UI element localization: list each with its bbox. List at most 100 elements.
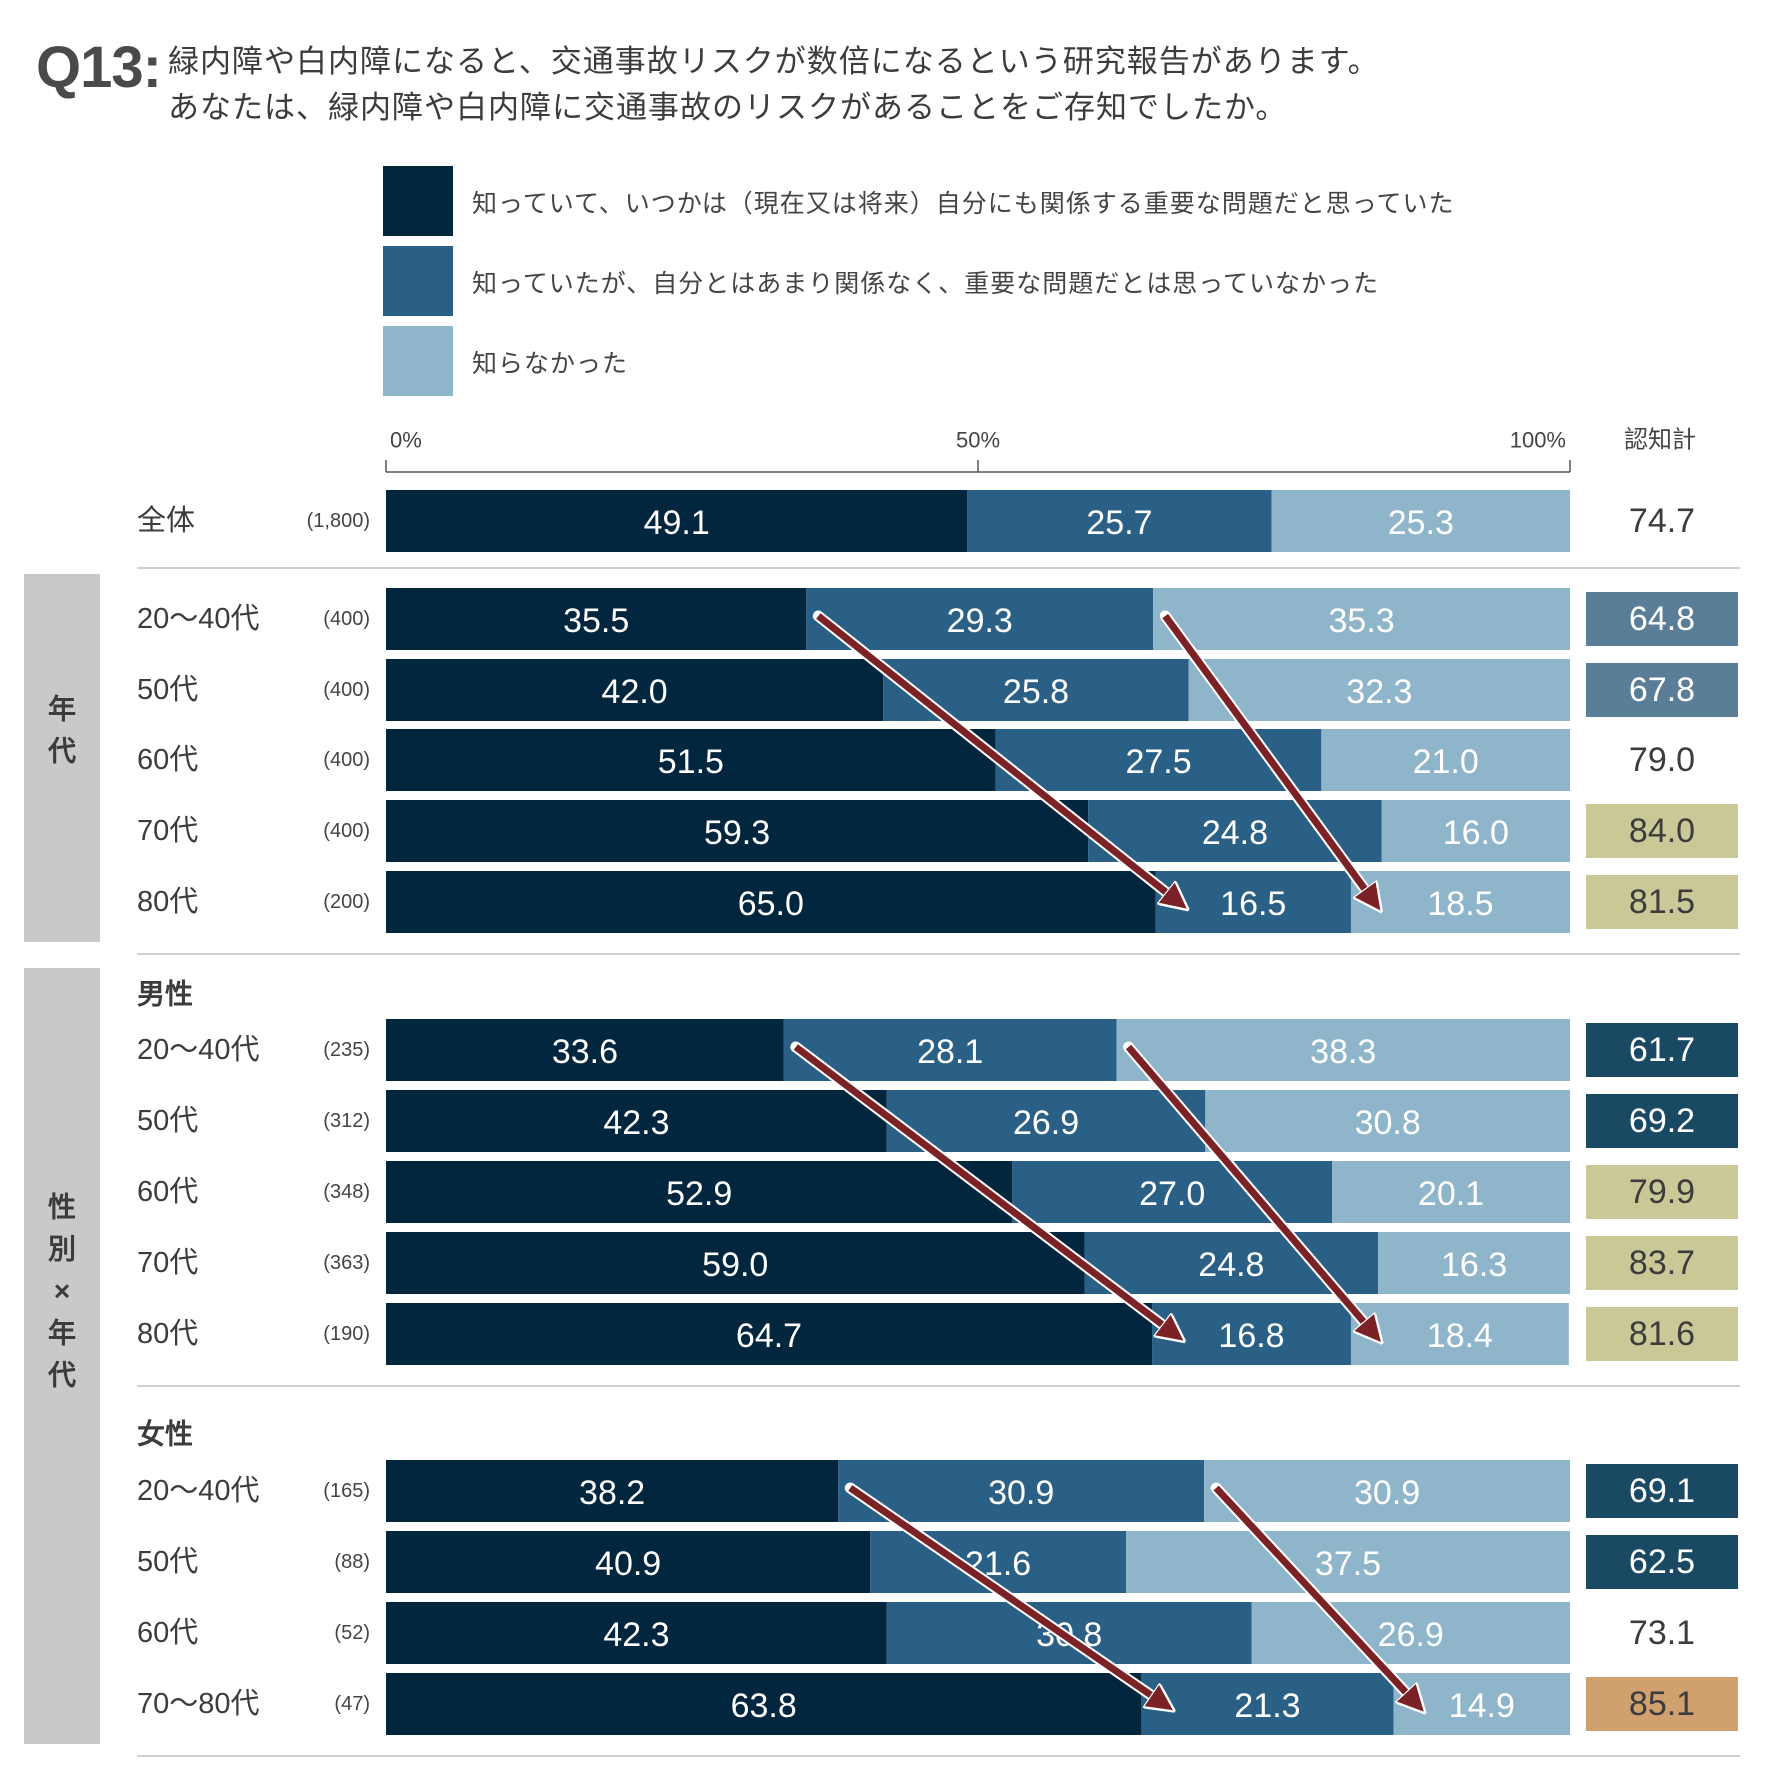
axis-tick-label: 50% [956,428,1000,453]
row-label: 20～40代 [137,1034,260,1066]
row-label: 60代 [137,1176,198,1208]
trend-arrow [1125,1044,1375,1335]
row-label: 60代 [137,1617,198,1649]
bar-value-label: 32.3 [1346,673,1412,711]
total-badge [1586,663,1738,717]
total-value: 79.0 [1629,741,1695,779]
bar-value-label: 21.3 [1234,1687,1300,1725]
bar-value-label: 14.9 [1449,1687,1515,1725]
row-label: 70代 [137,815,198,847]
group-band-label: 年 [48,1317,76,1349]
bar-value-label: 64.7 [736,1317,802,1355]
bar-segment [386,588,807,650]
bar-segment [1153,588,1570,650]
row-sample-size: (400) [323,820,370,842]
total-value: 83.7 [1629,1244,1695,1282]
trend-arrow [793,1044,1176,1335]
total-value: 64.8 [1629,600,1695,638]
row-label: 80代 [137,1318,198,1350]
question-number: Q13: [36,35,162,100]
row-label: 80代 [137,886,198,918]
bar-value-label: 26.9 [1013,1104,1079,1142]
total-badge [1586,1023,1738,1077]
total-badge [1586,1094,1738,1148]
bar-segment [386,659,884,721]
row-sample-size: (235) [323,1039,370,1061]
bar-value-label: 28.1 [917,1033,983,1071]
bar-value-label: 49.1 [644,504,710,542]
row-sample-size: (190) [323,1323,370,1345]
trend-arrow [1213,1485,1417,1705]
bar-value-label: 63.8 [731,1687,797,1725]
trend-arrow [1162,613,1375,903]
total-value: 62.5 [1629,1543,1695,1581]
bar-value-label: 42.3 [603,1616,669,1654]
total-value: 74.7 [1629,502,1695,540]
bar-segment [1350,1303,1569,1365]
bar-segment [1332,1161,1570,1223]
total-badge [1586,1236,1738,1290]
row-label: 50代 [137,1105,198,1137]
bar-value-label: 35.5 [563,602,629,640]
bar-value-label: 16.8 [1218,1317,1284,1355]
bar-value-label: 33.6 [552,1033,618,1071]
row-label: 20～40代 [137,603,260,635]
total-value: 69.1 [1629,1472,1695,1510]
bar-value-label: 52.9 [666,1175,732,1213]
row-sample-size: (400) [323,679,370,701]
trend-arrow [848,1485,1165,1705]
total-value: 84.0 [1629,812,1695,850]
row-sample-size: (47) [334,1693,370,1715]
group-subheader: 女性 [137,1418,193,1450]
bar-value-label: 29.3 [947,602,1013,640]
axis-tick-label: 100% [1510,428,1566,453]
row-label: 全体 [137,504,195,537]
total-value: 85.1 [1629,1685,1695,1723]
bar-value-label: 59.3 [704,814,770,852]
total-value: 81.5 [1629,883,1695,921]
bar-segment [1012,1161,1333,1223]
total-badge [1586,804,1738,858]
bar-segment [386,1303,1153,1365]
bar-segment [1271,490,1570,552]
bar-value-label: 38.2 [579,1474,645,1512]
total-badge [1586,1464,1738,1518]
group-band-label: 性 [48,1192,76,1223]
bar-segment [1321,729,1570,791]
bar-segment [386,729,996,791]
row-label: 60代 [137,744,198,776]
row-sample-size: (363) [323,1252,370,1274]
axis-tick-label: 0% [390,428,422,453]
row-label: 50代 [137,674,198,706]
group-band-label: 別 [48,1234,76,1265]
bar-value-label: 24.8 [1198,1246,1264,1284]
total-column-header: 認知計 [1624,427,1696,454]
total-value: 61.7 [1629,1031,1695,1069]
bar-value-label: 30.9 [988,1474,1054,1512]
bar-segment [386,1602,887,1664]
bar-value-label: 27.0 [1139,1175,1205,1213]
total-value: 79.9 [1629,1173,1695,1211]
bar-value-label: 59.0 [702,1246,768,1284]
total-badge [1586,1165,1738,1219]
total-value: 69.2 [1629,1102,1695,1140]
group-band-label: 代 [47,1360,76,1391]
bar-value-label: 24.8 [1202,814,1268,852]
row-label: 20～40代 [137,1475,260,1507]
row-sample-size: (165) [323,1480,370,1502]
bar-segment [870,1531,1126,1593]
bar-value-label: 16.0 [1443,814,1509,852]
total-value: 81.6 [1629,1315,1695,1353]
row-label: 70代 [137,1247,198,1279]
bar-value-label: 40.9 [595,1545,661,1583]
bar-value-label: 42.0 [602,673,668,711]
bar-segment [1378,1232,1570,1294]
question-text-line-1: 緑内障や白内障になると、交通事故リスクが数倍になるという研究報告があります。 [168,44,1380,80]
row-sample-size: (1,800) [307,510,370,532]
bar-value-label: 27.5 [1125,743,1191,781]
row-sample-size: (88) [334,1551,370,1573]
bar-value-label: 35.3 [1329,602,1395,640]
group-band [24,574,100,942]
bar-value-label: 20.1 [1418,1175,1484,1213]
